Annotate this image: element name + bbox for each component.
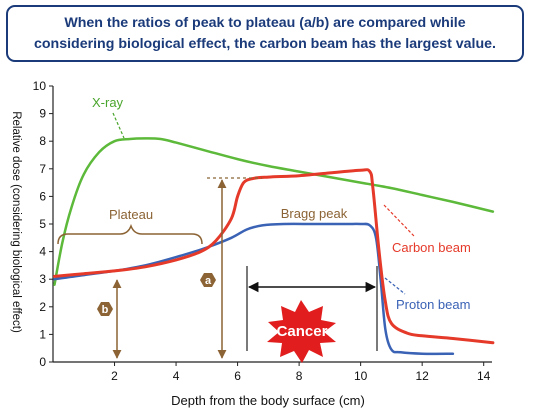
xray-leader [112,112,125,139]
x-tick-label: 6 [234,369,241,383]
x-axis-label: Depth from the body surface (cm) [171,393,365,408]
x-tick-label: 12 [415,369,429,383]
xray-label: X-ray [92,95,124,110]
y-tick-label: 2 [39,300,46,314]
plateau-label: Plateau [109,207,153,222]
y-tick-label: 8 [39,134,46,148]
proton-beam-series-line [53,222,455,356]
x-ray-series-line [53,137,495,286]
y-tick-label: 9 [39,107,46,121]
y-tick-label: 7 [39,162,46,176]
cancer-label: Cancer [277,323,328,340]
y-tick-label: 5 [39,217,46,231]
a-marker-label: a [205,275,212,287]
y-axis-label: Relative dose (considering biological ef… [10,111,22,333]
carbon-beam-label: Carbon beam [392,240,471,255]
y-tick-label: 1 [39,327,46,341]
carbon-beam-series-line [53,168,495,345]
y-tick-label: 10 [33,79,47,93]
a-marker-hexagon [200,273,216,287]
b-marker-hexagon [97,302,113,316]
x-tick-label: 4 [173,369,180,383]
proton-beam-label: Proton beam [396,297,470,312]
y-tick-label: 3 [39,272,46,286]
banner: When the ratios of peak to plateau (a/b)… [6,5,524,62]
y-tick-label: 6 [39,189,46,203]
plateau-brace [57,223,203,245]
bragg-peak-label: Bragg peak [281,206,348,221]
x-tick-label: 10 [354,369,368,383]
proton-leader [384,277,406,295]
b-marker-label: b [102,304,109,316]
y-tick-label: 4 [39,245,46,259]
banner-text: When the ratios of peak to plateau (a/b)… [33,14,496,52]
y-tick-label: 0 [39,355,46,369]
x-tick-label: 8 [296,369,303,383]
x-tick-label: 14 [477,369,491,383]
x-tick-label: 2 [111,369,118,383]
carbon-leader [383,204,415,237]
cancer-burst-icon [267,300,336,363]
